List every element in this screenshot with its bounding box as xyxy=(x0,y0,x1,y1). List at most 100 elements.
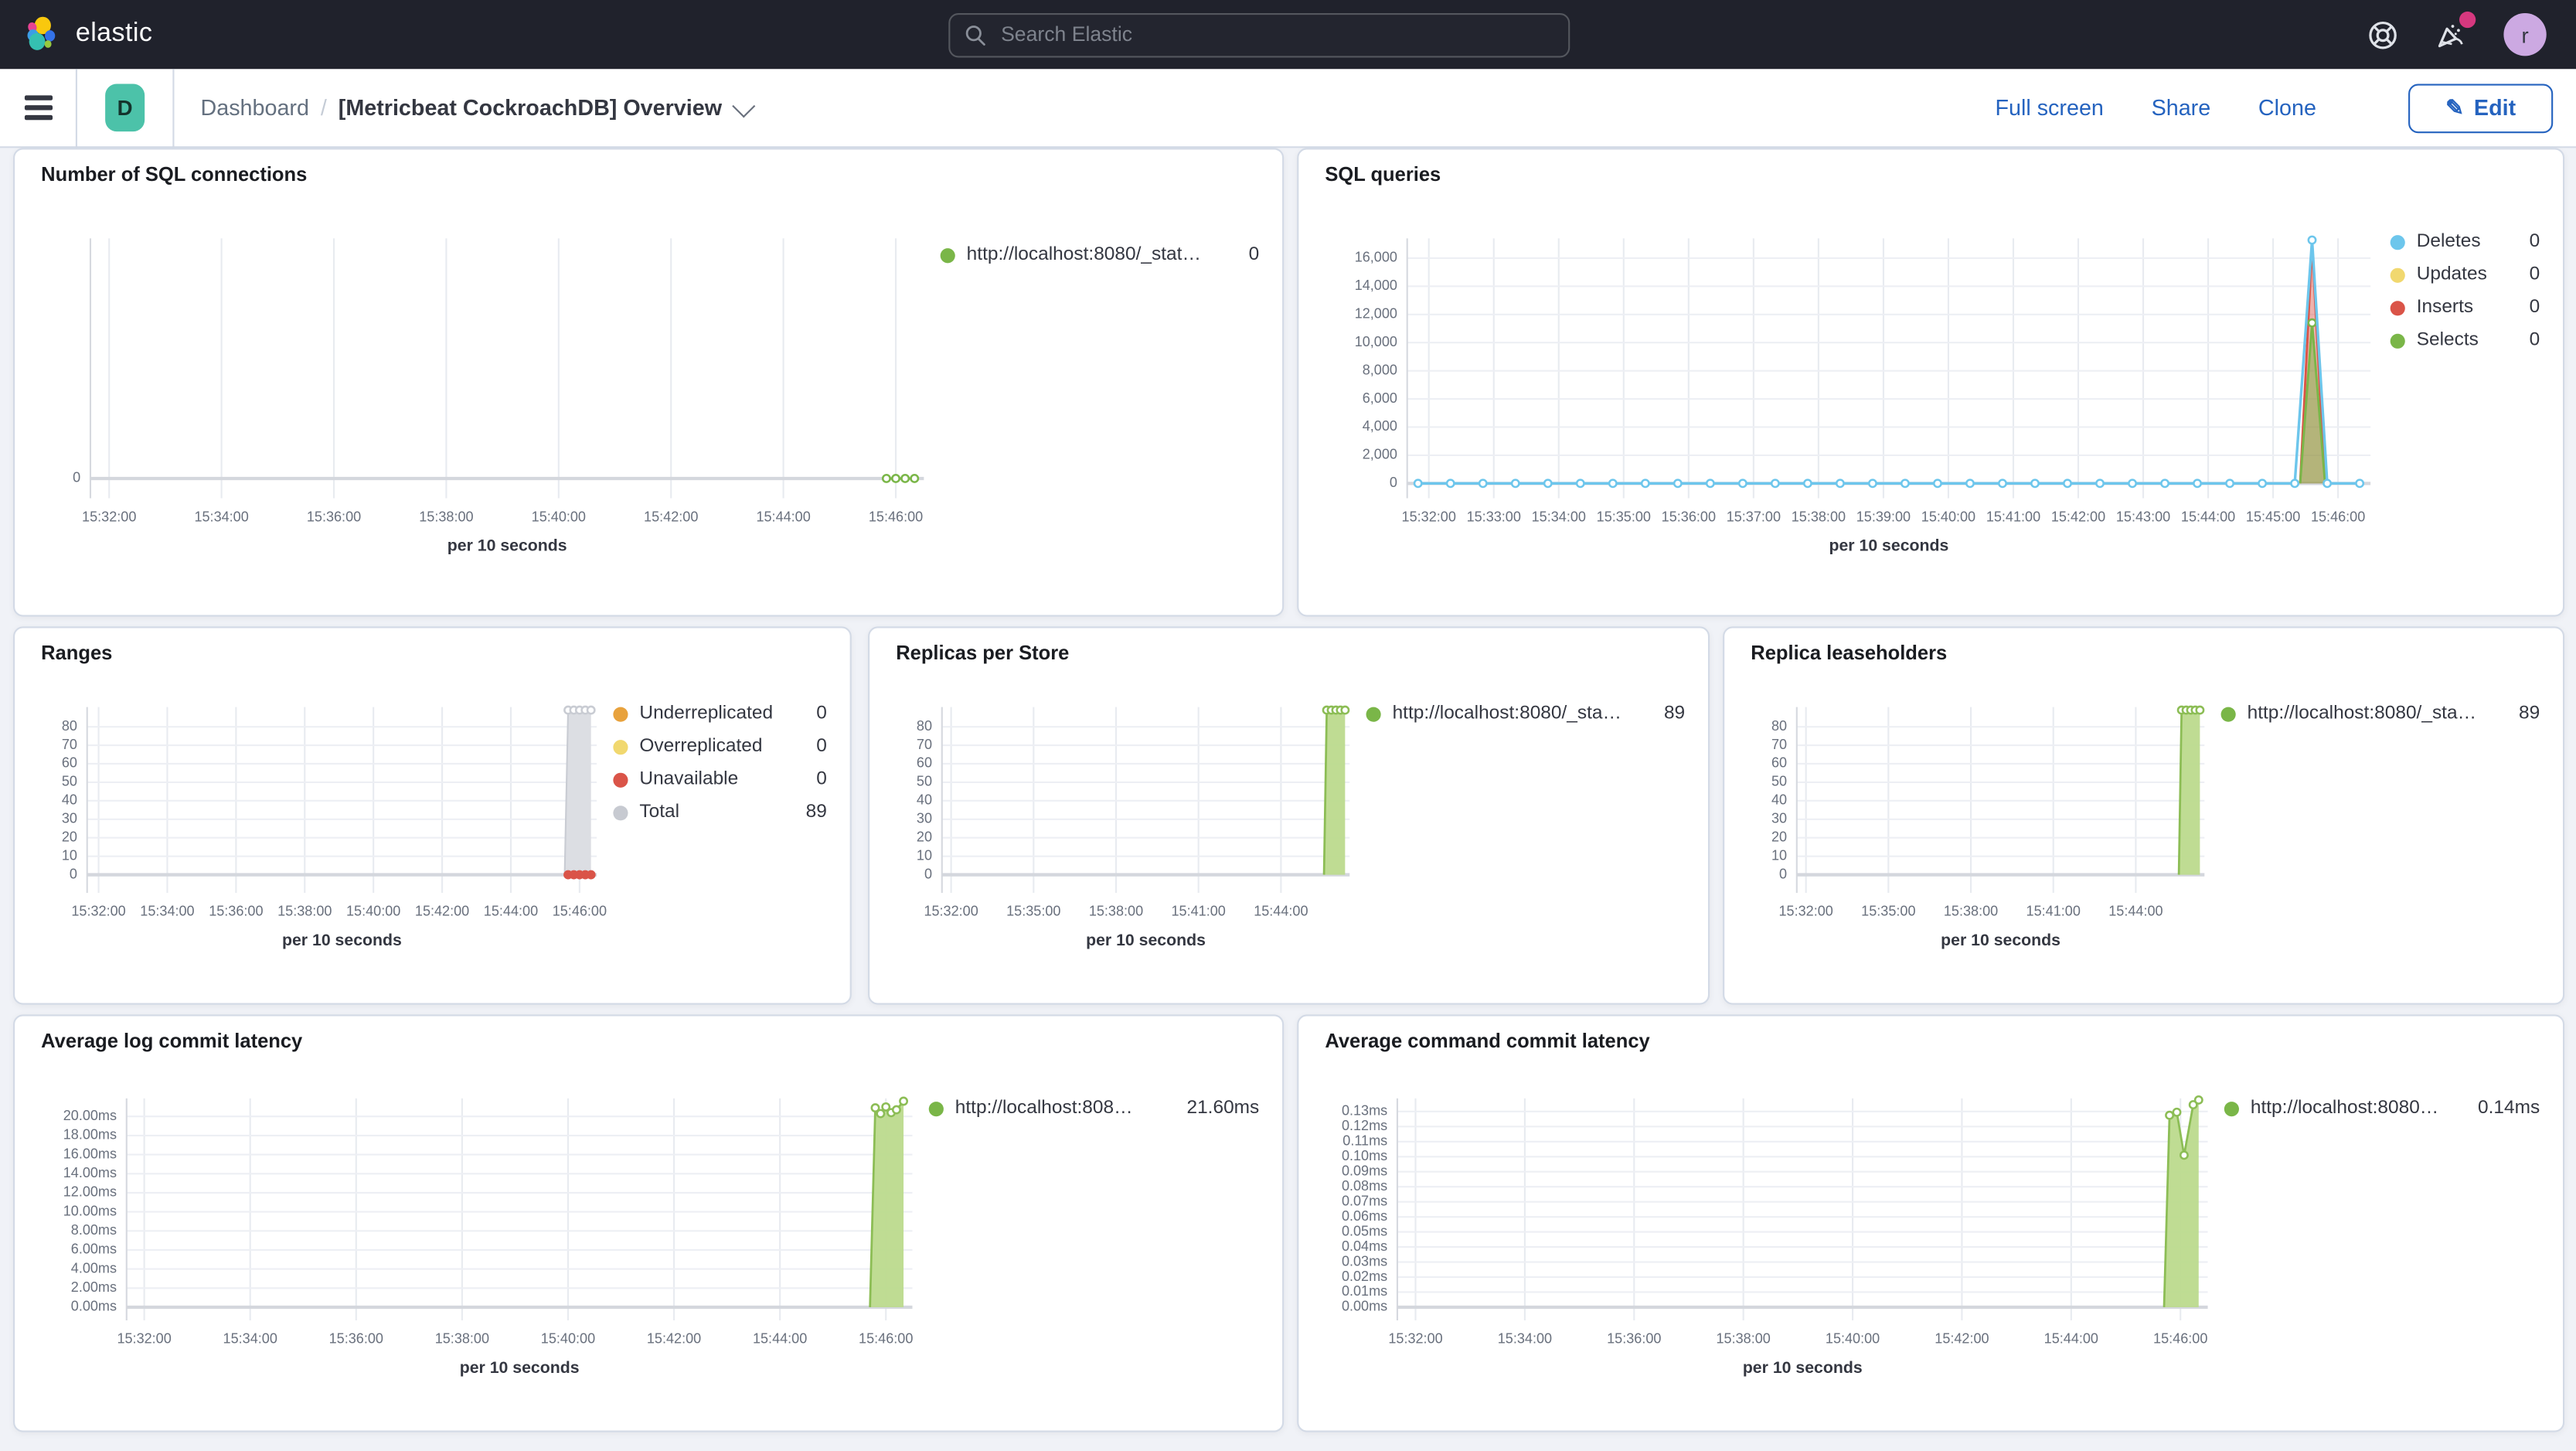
svg-text:0.08ms: 0.08ms xyxy=(1342,1178,1387,1194)
svg-text:0.02ms: 0.02ms xyxy=(1342,1269,1387,1284)
search-input[interactable] xyxy=(997,21,1553,48)
svg-text:18.00ms: 18.00ms xyxy=(63,1127,117,1143)
avg-command-commit-latency-chart: 0.00ms0.01ms0.02ms0.03ms0.04ms0.05ms0.06… xyxy=(1342,1095,2208,1377)
legend-item[interactable]: http://localhost:808… 21.60ms xyxy=(928,1098,1260,1119)
svg-text:20.00ms: 20.00ms xyxy=(63,1108,117,1123)
panel-title: SQL queries xyxy=(1325,162,1441,186)
svg-text:0.12ms: 0.12ms xyxy=(1342,1118,1387,1133)
chart-legend: Underreplicated 0 Overreplicated 0 Unavailab… xyxy=(613,677,833,979)
menu-button[interactable] xyxy=(0,68,76,147)
legend-item[interactable]: Selects 0 xyxy=(2390,330,2540,351)
clone-button[interactable]: Clone xyxy=(2258,95,2316,121)
svg-text:80: 80 xyxy=(917,718,932,734)
brand-text: elastic xyxy=(75,19,153,48)
svg-text:15:42:00: 15:42:00 xyxy=(2051,509,2105,524)
svg-text:16,000: 16,000 xyxy=(1355,250,1397,265)
svg-text:40: 40 xyxy=(1771,792,1787,808)
series-value: 21.60ms xyxy=(1186,1098,1260,1119)
svg-text:15:38:00: 15:38:00 xyxy=(1792,509,1846,524)
search-icon xyxy=(965,25,985,45)
dashboard-actions: Full screen Share Clone ✎ Edit xyxy=(1995,83,2554,133)
panel-replica-leaseholders: Replica leaseholders 0 10 20 30 40 50 60 70 80 15… xyxy=(1723,626,2565,1005)
dashboard-header: D Dashboard / [Metricbeat CockroachDB] O… xyxy=(0,68,2576,148)
legend-item[interactable]: Deletes 0 xyxy=(2390,231,2540,252)
legend-item[interactable]: http://localhost:8080… 0.14ms xyxy=(2224,1098,2540,1119)
elastic-logo-icon xyxy=(27,16,56,50)
svg-text:15:42:00: 15:42:00 xyxy=(647,1331,701,1347)
svg-text:30: 30 xyxy=(1771,811,1787,826)
full-screen-button[interactable]: Full screen xyxy=(1995,95,2104,121)
svg-text:0.06ms: 0.06ms xyxy=(1342,1208,1387,1224)
series-value: 0 xyxy=(2529,330,2540,351)
series-value: 0 xyxy=(816,736,827,757)
svg-text:15:40:00: 15:40:00 xyxy=(541,1331,595,1347)
svg-text:15:34:00: 15:34:00 xyxy=(223,1331,277,1347)
svg-text:20: 20 xyxy=(917,829,932,844)
legend-item[interactable]: http://localhost:8080/_stat… 0 xyxy=(940,245,1259,264)
svg-text:10: 10 xyxy=(62,847,77,863)
sql-queries-chart: 0 2,000 4,000 6,000 8,000 10,000 12,000 14,000 1… xyxy=(1355,235,2371,555)
panel-title: Average log commit latency xyxy=(41,1029,303,1053)
series-color-dot xyxy=(1366,706,1381,721)
edit-button[interactable]: ✎ Edit xyxy=(2408,83,2554,133)
legend-item[interactable]: Unavailable 0 xyxy=(613,769,827,789)
legend-item[interactable]: Underreplicated 0 xyxy=(613,703,827,724)
panel-title: Average command commit latency xyxy=(1325,1029,1650,1053)
svg-text:0.10ms: 0.10ms xyxy=(1342,1148,1387,1163)
svg-text:0.04ms: 0.04ms xyxy=(1342,1238,1387,1254)
legend-item[interactable]: Inserts 0 xyxy=(2390,298,2540,318)
svg-text:20: 20 xyxy=(1771,829,1787,844)
svg-text:80: 80 xyxy=(62,718,77,734)
svg-text:per 10 seconds: per 10 seconds xyxy=(282,931,402,949)
legend-item[interactable]: Total 89 xyxy=(613,802,827,823)
series-label: Deletes xyxy=(2416,231,2481,252)
series-label: Selects xyxy=(2416,330,2479,351)
global-search-bar[interactable] xyxy=(948,12,1570,57)
series-label: http://localhost:8080/_sta… xyxy=(1392,703,1622,724)
breadcrumb: Dashboard / [Metricbeat CockroachDB] Ove… xyxy=(200,94,756,121)
svg-text:per 10 seconds: per 10 seconds xyxy=(447,536,567,555)
svg-text:15:36:00: 15:36:00 xyxy=(1662,509,1716,524)
dashboard-app-badge[interactable]: D xyxy=(105,83,145,132)
svg-text:15:32:00: 15:32:00 xyxy=(1402,509,1456,524)
series-label: Unavailable xyxy=(639,769,739,789)
svg-text:15:40:00: 15:40:00 xyxy=(1826,1331,1880,1347)
svg-text:15:44:00: 15:44:00 xyxy=(2181,509,2235,524)
svg-text:2,000: 2,000 xyxy=(1363,447,1397,462)
help-button[interactable] xyxy=(2366,18,2399,51)
svg-text:8.00ms: 8.00ms xyxy=(71,1222,117,1238)
svg-text:0: 0 xyxy=(1390,475,1397,490)
newsfeed-button[interactable] xyxy=(2435,11,2476,51)
panel-ranges: Ranges 0 10 20 30 40 50 60 70 80 15:32:00 15:34:00… xyxy=(13,626,852,1005)
svg-text:12,000: 12,000 xyxy=(1355,306,1397,322)
svg-text:15:32:00: 15:32:00 xyxy=(1779,904,1833,919)
svg-text:15:36:00: 15:36:00 xyxy=(307,509,361,524)
legend-item[interactable]: http://localhost:8080/_sta… 89 xyxy=(1366,703,1686,724)
svg-text:40: 40 xyxy=(62,792,77,808)
series-label: Updates xyxy=(2416,264,2487,284)
series-color-dot xyxy=(2220,706,2236,721)
series-color-dot xyxy=(613,805,628,820)
svg-text:0: 0 xyxy=(70,866,77,881)
svg-text:10.00ms: 10.00ms xyxy=(63,1203,117,1218)
svg-text:14,000: 14,000 xyxy=(1355,278,1397,293)
svg-text:15:36:00: 15:36:00 xyxy=(329,1331,383,1347)
svg-text:15:46:00: 15:46:00 xyxy=(869,509,923,524)
party-popper-icon xyxy=(2438,25,2463,48)
share-button[interactable]: Share xyxy=(2151,95,2211,121)
series-label: http://localhost:8080… xyxy=(2250,1098,2439,1119)
user-avatar[interactable]: r xyxy=(2503,13,2547,56)
breadcrumb-dashboard-link[interactable]: Dashboard xyxy=(200,95,309,121)
svg-text:0.00ms: 0.00ms xyxy=(71,1299,117,1314)
svg-text:15:38:00: 15:38:00 xyxy=(1717,1331,1771,1347)
svg-text:15:37:00: 15:37:00 xyxy=(1727,509,1781,524)
elastic-logo[interactable]: elastic xyxy=(23,15,153,54)
legend-item[interactable]: Updates 0 xyxy=(2390,264,2540,284)
avg-log-commit-latency-chart: 0.00ms 2.00ms 4.00ms 6.00ms 8.00ms 10.00ms 12.… xyxy=(63,1096,913,1377)
series-value: 89 xyxy=(1663,703,1686,724)
legend-item[interactable]: Overreplicated 0 xyxy=(613,736,827,757)
svg-text:60: 60 xyxy=(62,755,77,771)
svg-text:15:42:00: 15:42:00 xyxy=(1935,1331,1989,1347)
legend-item[interactable]: http://localhost:8080/_sta… 89 xyxy=(2220,703,2540,724)
dashboard-title-menu[interactable]: [Metricbeat CockroachDB] Overview xyxy=(339,94,756,120)
